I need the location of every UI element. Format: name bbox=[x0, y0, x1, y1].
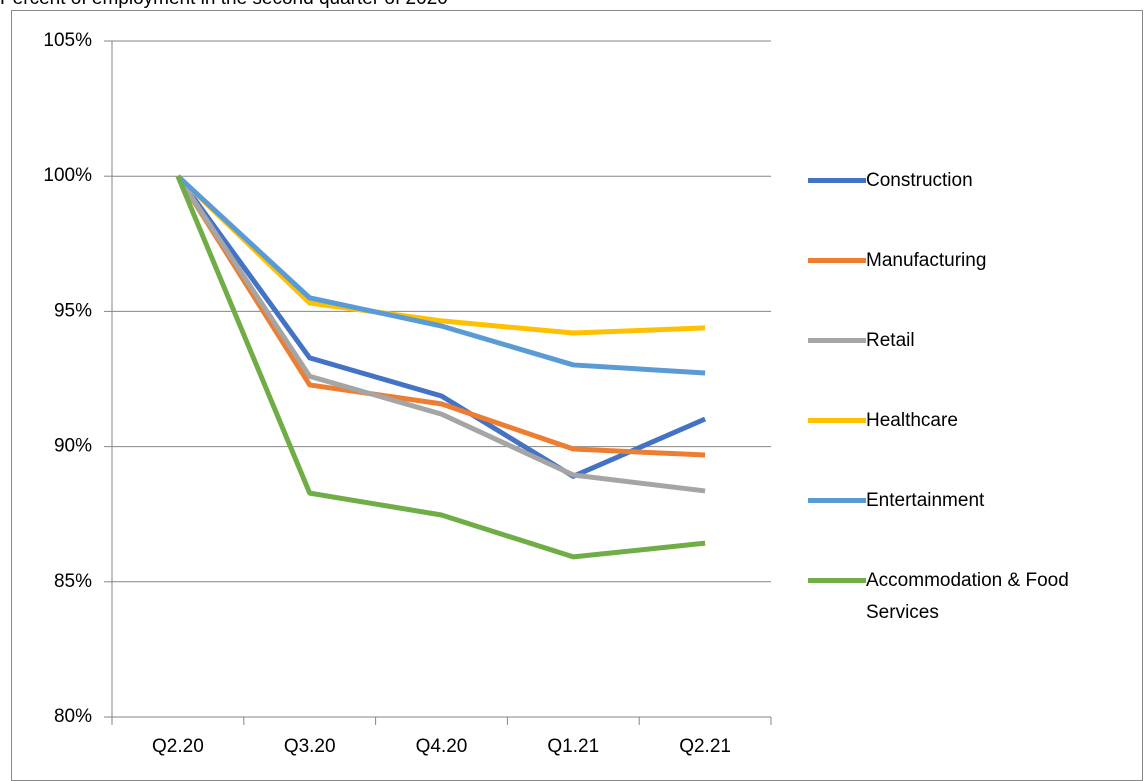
x-tick-label: Q3.20 bbox=[284, 736, 336, 757]
legend-label: Healthcare bbox=[866, 410, 958, 431]
x-tick-label: Q4.20 bbox=[416, 736, 468, 757]
x-tick-label: Q2.20 bbox=[152, 736, 204, 757]
legend-entry: Manufacturing bbox=[808, 245, 1138, 277]
legend-entry: Retail bbox=[808, 325, 1138, 357]
legend-entry: Entertainment bbox=[808, 485, 1138, 517]
chart-title: Percent of employment in the second quar… bbox=[0, 0, 448, 9]
legend-entry: Accommodation & Food Services bbox=[808, 565, 1138, 629]
legend-swatch bbox=[808, 578, 866, 583]
series-line bbox=[176, 174, 706, 336]
x-tick-label: Q1.21 bbox=[547, 736, 599, 757]
legend-entry: Healthcare bbox=[808, 405, 1138, 437]
legend-entry: Construction bbox=[808, 165, 1138, 197]
chart-border bbox=[11, 10, 1143, 781]
series-line bbox=[175, 175, 706, 560]
series-line bbox=[175, 174, 706, 494]
series-line bbox=[176, 174, 706, 376]
legend-swatch bbox=[808, 258, 866, 263]
legend-swatch bbox=[808, 178, 866, 183]
series-line bbox=[175, 174, 707, 479]
y-tick-label: 105% bbox=[43, 30, 92, 51]
legend-label: Construction bbox=[866, 170, 973, 191]
legend-label: Manufacturing bbox=[866, 250, 987, 271]
title-background bbox=[0, 0, 640, 10]
legend-swatch bbox=[808, 498, 866, 503]
y-tick-label: 95% bbox=[54, 300, 92, 321]
legend-label: Accommodation & Food Services bbox=[866, 570, 1069, 623]
y-tick-label: 100% bbox=[43, 165, 92, 186]
series-line bbox=[175, 174, 706, 458]
y-tick-label: 90% bbox=[54, 436, 92, 457]
x-tick-label: Q2.21 bbox=[679, 736, 731, 757]
y-tick-label: 85% bbox=[54, 571, 92, 592]
legend-label: Entertainment bbox=[866, 490, 985, 511]
legend-swatch bbox=[808, 418, 866, 423]
legend-label: Retail bbox=[866, 330, 915, 351]
legend-swatch bbox=[808, 338, 866, 343]
y-tick-label: 80% bbox=[54, 706, 92, 727]
